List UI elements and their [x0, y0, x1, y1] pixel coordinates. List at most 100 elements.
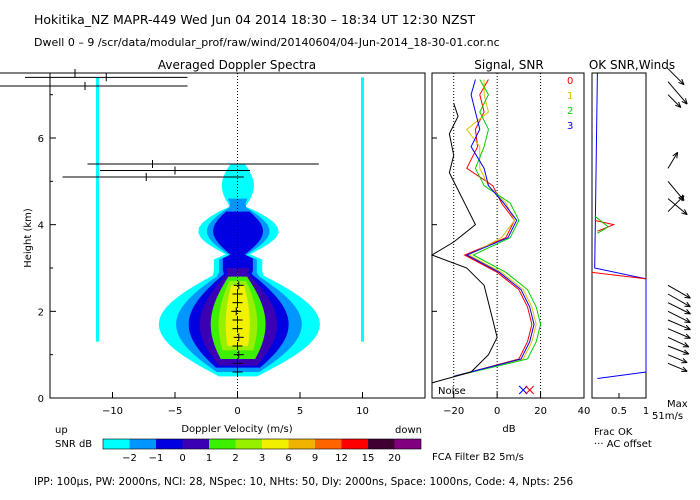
wind-max-value: 51m/s — [652, 411, 683, 422]
wind-arrow-head — [684, 296, 691, 299]
signal-frame — [431, 72, 585, 399]
colorbar-level-label: 20 — [388, 453, 401, 464]
spectra-ytick-label: 2 — [38, 307, 44, 318]
frac-ok-line — [594, 72, 647, 379]
signal-title: Signal, SNR — [474, 58, 543, 72]
wind-arrow-head — [678, 101, 682, 108]
spectra-ytick-label: 0 — [38, 394, 44, 405]
wind-arrow-head — [682, 366, 688, 372]
colorbar-level-label: 15 — [362, 453, 375, 464]
colorbar-snr-label: SNR dB — [55, 439, 92, 450]
spectra-contour-6 — [225, 285, 250, 346]
wind-arrow-head — [681, 78, 685, 85]
signal-xtick-label: 20 — [534, 406, 547, 417]
colorbar-swatch — [315, 439, 342, 449]
spectra-xtick-label: −5 — [168, 406, 183, 417]
signal-xlabel: dB — [502, 424, 515, 435]
wind-arrow-head — [681, 212, 688, 216]
wind-arrow — [667, 345, 689, 355]
wind-arrow-head — [681, 100, 688, 105]
wind-arrow-head — [678, 195, 685, 199]
frac-snr-green — [594, 215, 610, 234]
wind-arrow — [667, 293, 691, 308]
snr-legend-entry: 0 — [567, 76, 573, 87]
wind-arrow-head — [676, 152, 679, 159]
colorbar-swatch — [394, 439, 421, 449]
colorbar-level-label: 1 — [206, 453, 212, 464]
header-dwell: Dwell 0 – 9 /scr/data/modular_prof/raw/w… — [34, 36, 500, 49]
wind-arrow-head — [684, 349, 690, 355]
colorbar-swatch — [103, 439, 130, 449]
wind-arrow-head — [686, 293, 691, 299]
snr-colorbar: −2 −1 0 1 2 3 6 9 12 15 20 — [102, 438, 422, 464]
frac-frame — [591, 72, 647, 399]
wind-arrow-head — [685, 333, 691, 339]
signal-x-mark — [518, 385, 528, 395]
wind-arrow-head — [678, 197, 685, 201]
frac-snr-red-step — [591, 271, 647, 280]
signal-line-0 — [453, 79, 533, 377]
wind-arrow — [667, 328, 691, 339]
wind-arrow — [667, 362, 688, 372]
wind-arrow-head — [685, 324, 691, 330]
spectra-ytick-label: 4 — [38, 221, 44, 232]
frac-snr-red — [594, 219, 616, 232]
snr-legend-entry: 3 — [567, 121, 573, 132]
spectra-xtick-label: −10 — [102, 406, 123, 417]
spectra-xtick-label: 10 — [356, 406, 369, 417]
noise-stripe — [361, 77, 364, 342]
colorbar-swatch — [182, 439, 209, 449]
frac-xtick-label: 1 — [643, 406, 649, 417]
wind-arrow — [667, 336, 690, 348]
wind-arrow-head — [684, 98, 688, 105]
noise-stripe — [96, 77, 99, 342]
signal-line-2 — [453, 79, 542, 377]
header-title: Hokitika_NZ MAPR-449 Wed Jun 04 2014 18:… — [34, 12, 476, 27]
spectra-ylabel: Height (km) — [23, 208, 34, 268]
snr-legend: 0 1 2 3 — [567, 76, 573, 132]
wind-arrow — [667, 152, 679, 169]
snr-legend-entry: 1 — [567, 91, 573, 102]
wind-arrow — [667, 195, 685, 213]
colorbar-swatch — [341, 439, 368, 449]
wind-arrow-head — [684, 209, 688, 215]
colorbar-down-label: down — [395, 425, 422, 436]
signal-plot: −20 0 20 40 — [430, 73, 591, 417]
colorbar-swatch — [129, 439, 156, 449]
frac-plot: 0.5 1 — [591, 72, 649, 417]
colorbar-level-label: 3 — [259, 453, 265, 464]
colorbar-level-label: −2 — [122, 453, 137, 464]
colorbar-swatch — [262, 439, 289, 449]
wind-arrow — [667, 284, 691, 299]
frac-title: OK SNR,Winds — [589, 58, 675, 72]
wind-arrow-head — [672, 151, 678, 157]
spectra-xlabel: Doppler Velocity (m/s) — [181, 424, 292, 435]
wind-arrow — [667, 198, 688, 216]
wind-arrow-head — [684, 342, 690, 348]
colorbar-swatch — [209, 439, 236, 449]
wind-arrow-head — [681, 195, 685, 202]
signal-xtick-label: 40 — [578, 406, 591, 417]
signal-xtick-label: −20 — [443, 406, 464, 417]
colorbar-level-label: 9 — [312, 453, 318, 464]
frac-label: Frac OK — [594, 427, 633, 438]
signal-line-1 — [453, 79, 537, 377]
spectra-ytick-label: 6 — [38, 134, 44, 145]
signal-line-3 — [453, 79, 535, 377]
colorbar-level-label: 2 — [232, 453, 238, 464]
snr-legend-entry: 2 — [567, 106, 573, 117]
ac-offset-label: ··· AC offset — [594, 439, 652, 450]
signal-line-noise — [430, 103, 498, 384]
wind-arrow — [667, 81, 688, 105]
colorbar-level-label: 6 — [285, 453, 291, 464]
footer-params: IPP: 100µs, PW: 2000ns, NCI: 28, NSpec: … — [34, 476, 573, 488]
wind-arrow — [667, 94, 682, 108]
wind-arrow-head — [686, 317, 691, 323]
colorbar-swatch — [288, 439, 315, 449]
fca-filter: FCA Filter B2 5m/s — [432, 452, 524, 463]
spectra-xtick-label: 0 — [234, 406, 240, 417]
wind-arrow-head — [686, 301, 691, 308]
colorbar-up-label: up — [55, 425, 68, 436]
wind-arrow-head — [682, 358, 688, 364]
